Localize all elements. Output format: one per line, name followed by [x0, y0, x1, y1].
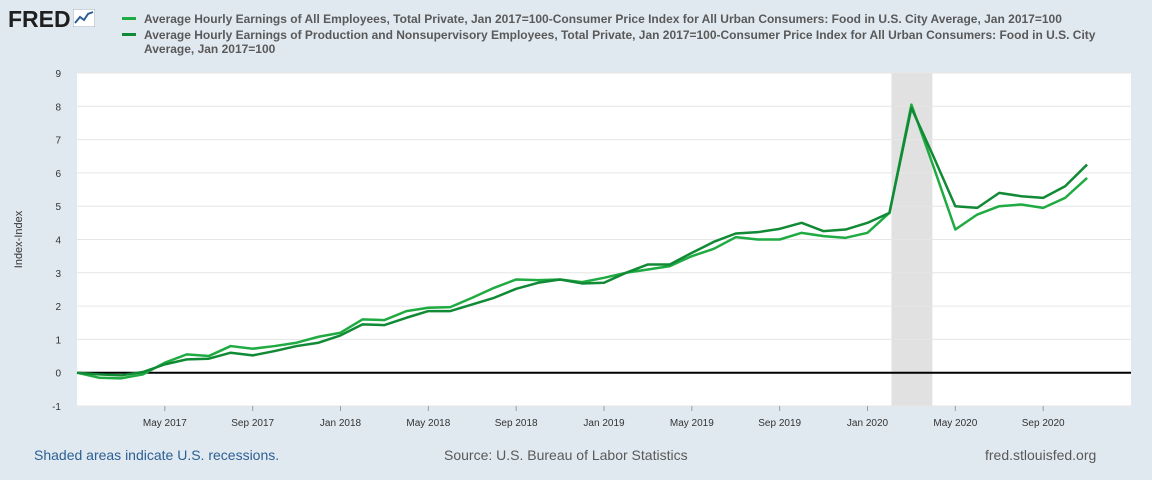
x-tick-label: Jan 2020 — [847, 418, 889, 429]
series-line-2 — [76, 106, 1088, 377]
y-tick-label-2: 2 — [55, 302, 61, 313]
x-tick-label: Sep 2018 — [495, 418, 538, 429]
x-tick-label: May 2020 — [933, 418, 977, 429]
legend-swatch-series-2 — [122, 33, 136, 36]
y-tick-label-5: 5 — [55, 202, 61, 213]
x-tick-label: May 2017 — [143, 418, 187, 429]
legend-swatch-series-1 — [122, 17, 136, 20]
y-axis-title: Index-Index — [13, 210, 25, 268]
y-tick-label-6: 6 — [55, 169, 61, 180]
legend-entry-series-2[interactable]: Average Hourly Earnings of Production an… — [122, 28, 1132, 56]
y-tick-label-9: 9 — [55, 69, 61, 80]
fred-logo-graph-icon — [72, 9, 95, 27]
fred-logo-text: FRED — [8, 6, 71, 32]
y-tick-label-0: 0 — [55, 369, 61, 380]
x-tick-label: Jan 2019 — [583, 418, 625, 429]
y-tick-label-1: 1 — [55, 335, 61, 346]
legend-label-series-2: Average Hourly Earnings of Production an… — [144, 28, 1096, 56]
x-tick-label: Sep 2019 — [758, 418, 801, 429]
site-link[interactable]: fred.stlouisfed.org — [985, 447, 1097, 463]
y-tick-label--1: -1 — [52, 402, 61, 413]
x-tick-label: Sep 2017 — [231, 418, 274, 429]
source-note: Source: U.S. Bureau of Labor Statistics — [444, 447, 688, 463]
x-tick-label: May 2018 — [406, 418, 450, 429]
y-tick-label-3: 3 — [55, 269, 61, 280]
y-tick-label-7: 7 — [55, 136, 61, 147]
fred-logo[interactable]: FRED — [8, 6, 95, 32]
legend-entry-series-1[interactable]: Average Hourly Earnings of All Employees… — [122, 12, 1132, 26]
recession-note: Shaded areas indicate U.S. recessions. — [34, 447, 280, 463]
y-tick-label-8: 8 — [55, 102, 61, 113]
legend-label-series-1: Average Hourly Earnings of All Employees… — [144, 12, 1062, 26]
x-tick-label: May 2019 — [670, 418, 714, 429]
x-tick-label: Jan 2018 — [320, 418, 362, 429]
x-tick-label: Sep 2020 — [1022, 418, 1065, 429]
chart-legend: Average Hourly Earnings of All Employees… — [122, 12, 1132, 58]
y-tick-label-4: 4 — [55, 236, 61, 247]
